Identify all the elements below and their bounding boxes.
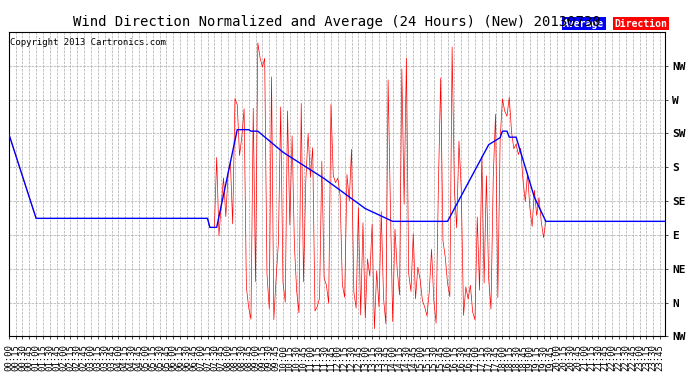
Text: Direction: Direction — [614, 19, 667, 29]
Title: Wind Direction Normalized and Average (24 Hours) (New) 20130730: Wind Direction Normalized and Average (2… — [73, 15, 600, 29]
Text: Average: Average — [563, 19, 604, 29]
Text: Copyright 2013 Cartronics.com: Copyright 2013 Cartronics.com — [10, 38, 166, 47]
